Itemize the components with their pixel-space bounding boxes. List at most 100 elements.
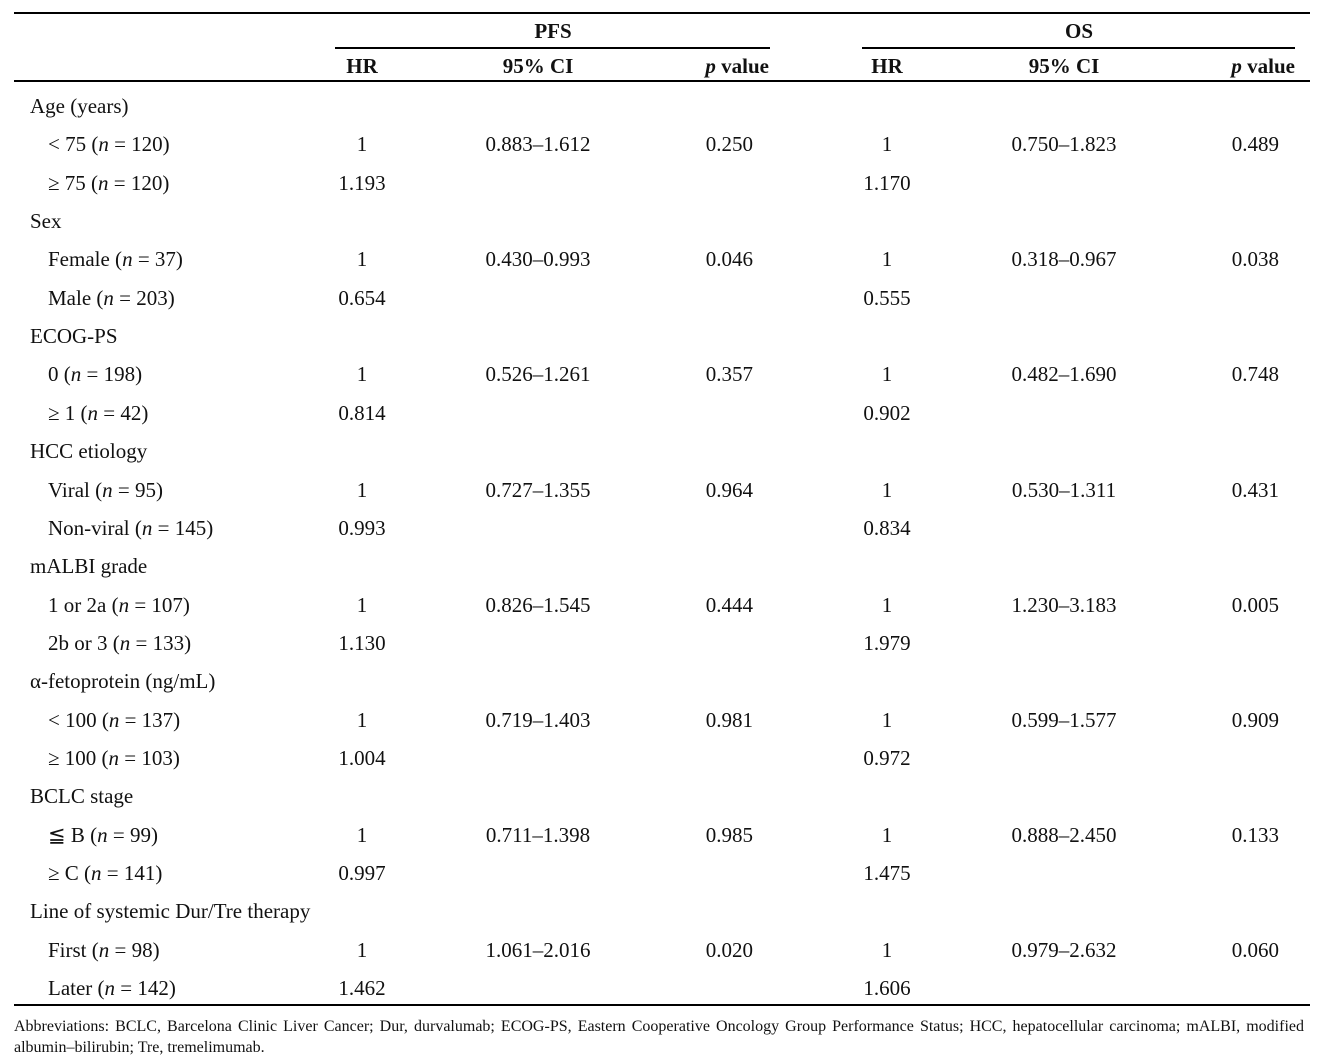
hr-os-cell: 1: [881, 937, 893, 962]
table-row: ≥ 100 (n = 103) 1.004 0.972: [0, 746, 1323, 784]
category-row: BCLC stage: [0, 784, 1323, 822]
hr-os-cell: 1.979: [863, 630, 911, 655]
table-row: Viral (n = 95) 1 0.727–1.355 0.964 1 0.530–1.…: [0, 478, 1323, 516]
hr-pfs-cell: 1: [356, 937, 368, 962]
subgroup-label-count: = 133): [130, 630, 192, 655]
hr-pfs-cell: 0.814: [338, 400, 386, 425]
p-pfs-cell: 0.250: [705, 132, 753, 157]
subgroup-label-prefix: 0 (: [48, 362, 71, 387]
subgroup-label-prefix: Viral (: [48, 477, 103, 502]
category-label: Sex: [30, 209, 62, 234]
table-row: ≥ 75 (n = 120) 1.193 1.170: [0, 171, 1323, 209]
p-os-cell: 0.005: [1231, 592, 1279, 617]
category-label: HCC etiology: [30, 439, 148, 464]
group-header-pfs: PFS: [534, 19, 572, 43]
subgroup-label-prefix: < 100 (: [48, 707, 109, 732]
pfs-group-rule: [335, 47, 770, 49]
table-row: Male (n = 203) 0.654 0.555: [0, 286, 1323, 324]
subgroup-label-count: = 198): [81, 362, 143, 387]
subgroup-label: Female (n = 37): [48, 247, 183, 271]
ci-os-cell: 0.750–1.823: [1011, 132, 1117, 157]
hr-pfs-cell: 0.997: [338, 861, 386, 885]
ci-os-cell: 0.530–1.311: [1011, 477, 1117, 502]
hr-os-cell: 1: [881, 362, 893, 387]
subgroup-label-n: n: [141, 515, 153, 540]
p-pfs-cell: 0.444: [705, 592, 753, 617]
hr-pfs-cell: 1: [356, 477, 368, 502]
hr-pfs-cell: 1: [356, 822, 368, 847]
table-top-rule: [14, 12, 1310, 14]
subgroup-label-count: = 145): [152, 515, 214, 540]
subgroup-label-count: = 142): [115, 976, 176, 1001]
subgroup-label-prefix: Female (: [48, 247, 123, 272]
hr-pfs-cell: 0.993: [338, 515, 386, 540]
category-row: ECOG-PS: [0, 324, 1323, 362]
p-os-cell: 0.909: [1231, 707, 1279, 732]
category-label: ECOG-PS: [30, 324, 118, 349]
ci-pfs-cell: 0.711–1.398: [485, 822, 591, 847]
hr-pfs-cell: 1.130: [338, 630, 386, 655]
col-header-hr-os: HR: [871, 54, 903, 78]
hr-os-cell: 1.475: [863, 861, 911, 885]
subgroup-label-n: n: [103, 285, 114, 310]
subgroup-label: Male (n = 203): [48, 286, 175, 310]
subgroup-label-prefix: ≥ 1 (: [48, 400, 88, 425]
table-row: First (n = 98) 1 1.061–2.016 0.020 1 0.979–2.…: [0, 938, 1323, 976]
subgroup-label-n: n: [70, 362, 82, 387]
subgroup-label-n: n: [108, 707, 120, 732]
subgroup-label-prefix: ≥ 75 (: [48, 170, 99, 195]
hr-pfs-cell: 1: [356, 132, 368, 157]
subgroup-label-n: n: [104, 976, 116, 1001]
hr-pfs-cell: 1: [356, 592, 368, 617]
p-pfs-cell: 0.357: [705, 362, 753, 387]
subgroup-label: 2b or 3 (n = 133): [48, 631, 191, 655]
table-row: 1 or 2a (n = 107) 1 0.826–1.545 0.444 1 1.230…: [0, 593, 1323, 631]
table-row: ≥ C (n = 141) 0.997 1.475: [0, 861, 1323, 899]
subgroup-label-n: n: [97, 822, 108, 847]
ci-pfs-cell: 0.883–1.612: [485, 132, 591, 157]
hr-pfs-cell: 1.462: [338, 976, 386, 1001]
ci-os-cell: 0.599–1.577: [1011, 707, 1117, 732]
subgroup-label: < 75 (n = 120): [48, 132, 170, 156]
ci-os-cell: 0.979–2.632: [1011, 937, 1117, 962]
category-row: HCC etiology: [0, 439, 1323, 477]
subgroup-label-n: n: [108, 745, 120, 770]
subgroup-label-prefix: ≥ 100 (: [48, 745, 109, 770]
p-os-cell: 0.038: [1231, 247, 1279, 272]
p-pfs-cell: 0.985: [705, 822, 753, 847]
table-row: < 100 (n = 137) 1 0.719–1.403 0.981 1 0.599–1…: [0, 708, 1323, 746]
ci-pfs-cell: 0.526–1.261: [485, 362, 591, 387]
subgroup-label: Non-viral (n = 145): [48, 516, 213, 540]
category-label: α-fetoprotein (ng/mL): [30, 669, 216, 694]
subgroup-label-n: n: [102, 477, 113, 502]
hr-os-cell: 1.606: [863, 976, 911, 1001]
hr-os-cell: 1: [881, 822, 893, 847]
table-bottom-rule: [14, 1004, 1310, 1006]
hr-os-cell: 1: [881, 707, 893, 732]
p-pfs-cell: 0.981: [705, 707, 753, 732]
table-row: ≥ 1 (n = 42) 0.814 0.902: [0, 401, 1323, 439]
subgroup-label-n: n: [87, 400, 99, 425]
p-os-cell: 0.748: [1231, 362, 1279, 387]
subgroup-label-count: = 137): [119, 707, 181, 732]
table-row: Later (n = 142) 1.462 1.606: [0, 976, 1323, 1014]
ci-pfs-cell: 0.719–1.403: [485, 707, 591, 732]
ci-os-cell: 1.230–3.183: [1011, 592, 1117, 617]
subgroup-label-n: n: [98, 937, 110, 962]
p-pfs-cell: 0.046: [705, 247, 753, 272]
header-bottom-rule: [14, 80, 1310, 82]
p-os-cell: 0.133: [1231, 822, 1279, 847]
table-row: Female (n = 37) 1 0.430–0.993 0.046 1 0.318–0…: [0, 247, 1323, 285]
table-row: < 75 (n = 120) 1 0.883–1.612 0.250 1 0.750–1.…: [0, 132, 1323, 170]
p-os-cell: 0.431: [1231, 477, 1279, 502]
ci-pfs-cell: 0.430–0.993: [485, 247, 591, 272]
subgroup-label: Later (n = 142): [48, 976, 176, 1000]
subgroup-label: < 100 (n = 137): [48, 708, 180, 732]
ci-os-cell: 0.888–2.450: [1011, 822, 1117, 847]
subgroup-label: Viral (n = 95): [48, 478, 163, 502]
hr-os-cell: 0.834: [863, 515, 911, 540]
subgroup-label: ≦ B (n = 99): [48, 823, 158, 847]
subgroup-label-n: n: [91, 861, 102, 885]
subgroup-label-n: n: [118, 592, 130, 617]
